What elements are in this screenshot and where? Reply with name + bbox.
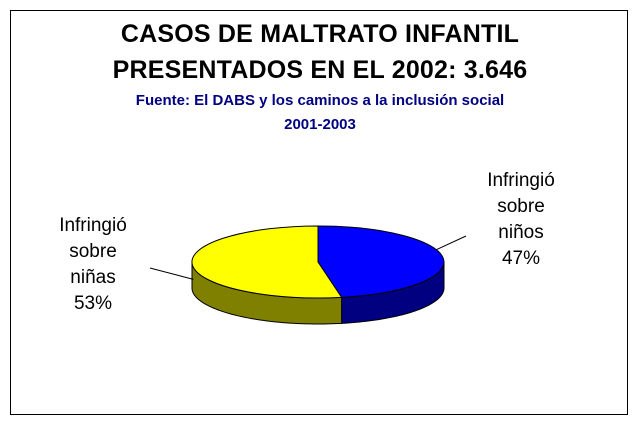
- leader-line-ninas: [149, 267, 194, 280]
- slice-label-ninos-line-1: Infringió: [487, 170, 555, 191]
- slice-label-ninas-line-4: 53%: [73, 293, 113, 314]
- slice-label-ninos-line-3: niños: [498, 222, 544, 243]
- slice-label-ninos-line-4: 47%: [501, 248, 541, 269]
- chart-subtitle-line-1: Fuente: El DABS y los caminos a la inclu…: [135, 92, 505, 109]
- leader-line-ninos: [436, 235, 467, 251]
- slice-label-ninos-line-2: sobre: [497, 196, 545, 217]
- slice-label-ninas: Infringió sobre niñas 53%: [38, 213, 148, 317]
- chart-title-line-1: CASOS DE MALTRATO INFANTIL: [120, 20, 520, 48]
- pie-slice-ninos: [317, 225, 445, 298]
- pie-tops: [149, 225, 467, 299]
- slice-label-ninas-line-2: sobre: [69, 241, 117, 262]
- slice-label-ninas-line-3: niñas: [70, 267, 116, 288]
- pie-slice-ninas: [191, 225, 343, 299]
- chart-title-line-2: PRESENTADOS EN EL 2002: 3.646: [112, 56, 528, 84]
- chart-frame: CASOS DE MALTRATO INFANTIL PRESENTADOS E…: [10, 10, 628, 415]
- chart-subtitle-line-2: 2001-2003: [284, 116, 356, 133]
- slice-label-ninas-line-1: Infringió: [59, 215, 127, 236]
- slice-label-ninos: Infringió sobre niños 47%: [466, 168, 576, 272]
